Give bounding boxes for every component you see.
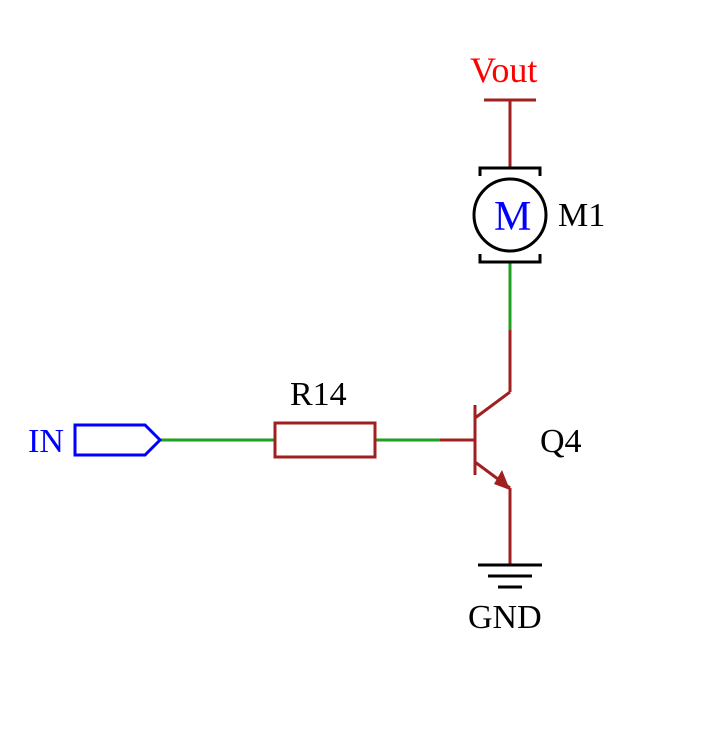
motor-label: M1 bbox=[558, 197, 605, 234]
gnd-symbol: GND bbox=[468, 565, 542, 636]
vout-label: Vout bbox=[470, 50, 537, 90]
gnd-label: GND bbox=[468, 599, 542, 636]
input-port-label: IN bbox=[28, 423, 64, 460]
vout-net: Vout bbox=[470, 50, 537, 100]
motor-m1: M M1 bbox=[474, 168, 605, 262]
transistor-label: Q4 bbox=[540, 423, 582, 460]
resistor-r14: R14 bbox=[275, 376, 375, 457]
motor-letter: M bbox=[494, 194, 531, 240]
transistor-q4: Q4 bbox=[440, 380, 582, 500]
schematic-canvas: IN R14 Q4 M M1 Vout bbox=[0, 0, 715, 745]
resistor-label: R14 bbox=[290, 376, 347, 413]
input-port: IN bbox=[28, 423, 160, 460]
